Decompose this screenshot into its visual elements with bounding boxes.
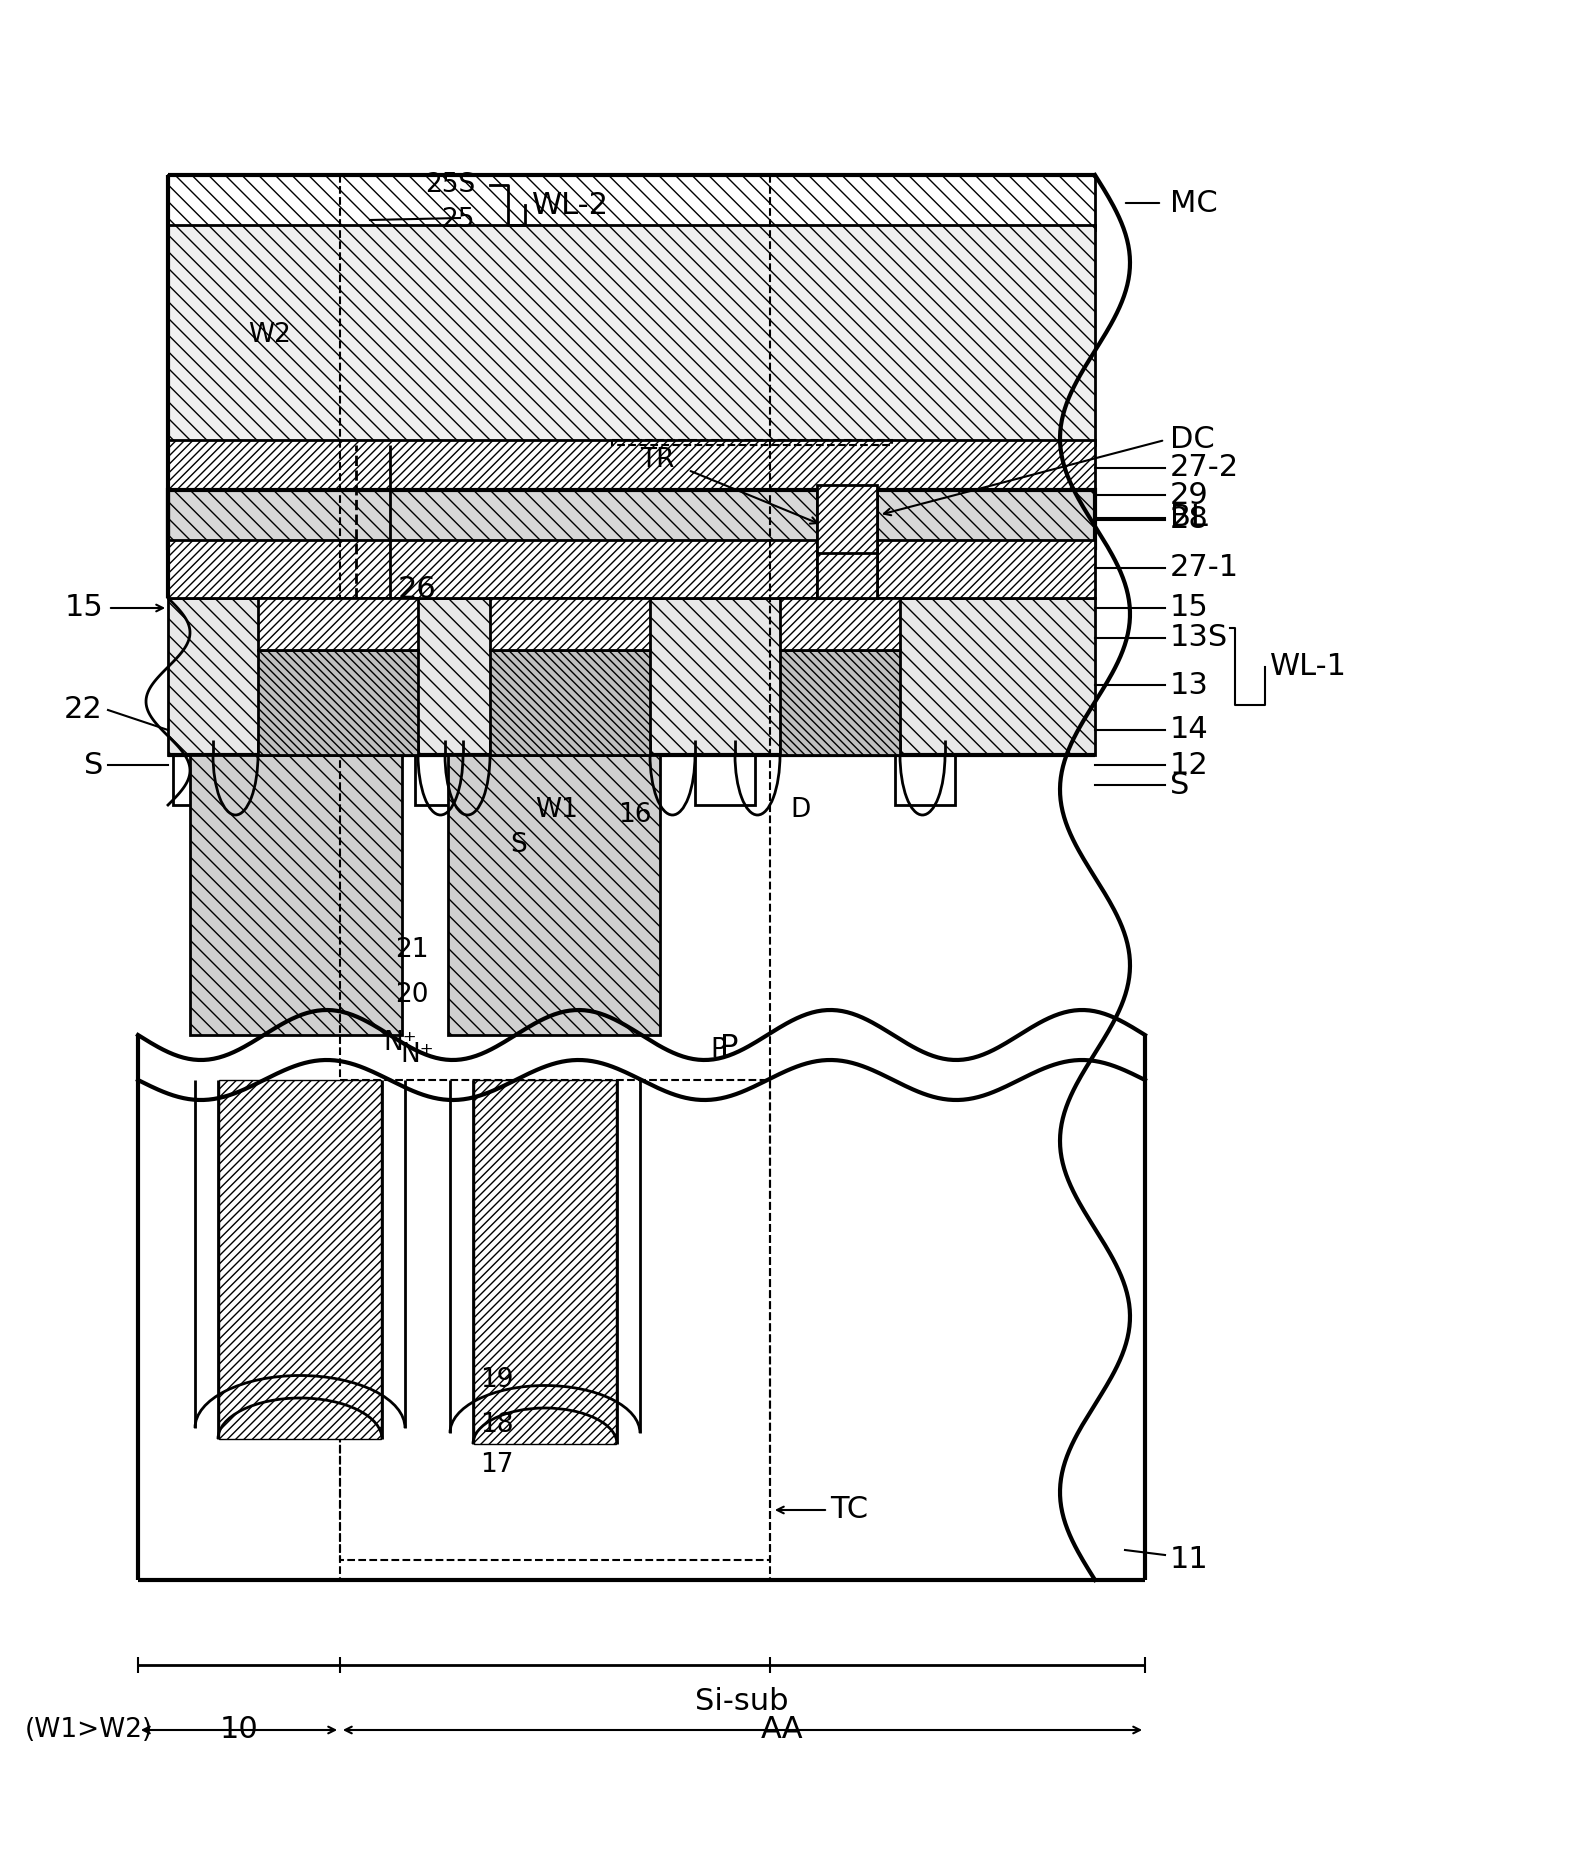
Bar [473, 1080, 615, 1444]
Text: 26: 26 [398, 575, 437, 605]
Bar [258, 650, 418, 755]
Bar [174, 755, 233, 805]
Text: TC: TC [830, 1496, 869, 1524]
Text: W1: W1 [536, 798, 579, 824]
Text: 27-1: 27-1 [1170, 553, 1239, 583]
Text: DC: DC [1170, 426, 1215, 454]
Text: 13S: 13S [1170, 624, 1229, 652]
Text: D: D [791, 798, 810, 824]
Text: S: S [83, 751, 104, 779]
Text: WL-2: WL-2 [532, 191, 609, 220]
Bar [167, 489, 1095, 547]
Bar [167, 598, 1095, 755]
Bar [894, 755, 955, 805]
Bar [489, 650, 650, 755]
Bar [190, 755, 402, 1035]
Bar [167, 224, 1095, 445]
Bar [414, 755, 475, 805]
Text: 15: 15 [64, 594, 104, 622]
Bar [167, 176, 1095, 230]
Text: N⁺: N⁺ [400, 1042, 434, 1068]
Text: Si-sub: Si-sub [695, 1687, 789, 1717]
Text: 12: 12 [1170, 751, 1208, 779]
Text: 29: 29 [1170, 480, 1208, 510]
Text: BL: BL [1170, 504, 1208, 532]
Text: 22: 22 [64, 695, 104, 725]
Bar [340, 1080, 770, 1560]
Text: AA: AA [760, 1715, 803, 1745]
Text: MC: MC [1170, 189, 1218, 217]
Text: 21: 21 [395, 938, 429, 964]
Text: 15: 15 [1170, 594, 1208, 622]
Bar [695, 755, 756, 805]
Bar [167, 441, 1095, 495]
Bar [612, 441, 893, 445]
Text: P: P [720, 1033, 738, 1063]
Bar [779, 650, 901, 755]
Text: 10: 10 [220, 1715, 258, 1745]
Text: 13: 13 [1170, 671, 1208, 699]
Text: TR: TR [641, 446, 674, 473]
Text: 25: 25 [442, 207, 475, 234]
Bar [818, 486, 877, 553]
Bar [779, 598, 901, 650]
Text: P: P [709, 1037, 725, 1063]
Text: 28: 28 [1170, 506, 1208, 534]
Text: 25S: 25S [424, 172, 475, 198]
Bar [167, 540, 1095, 598]
Text: 17: 17 [480, 1451, 513, 1478]
Text: S: S [510, 831, 526, 857]
Text: 18: 18 [480, 1412, 513, 1438]
Bar [818, 547, 877, 598]
Text: 14: 14 [1170, 715, 1208, 745]
Bar [218, 1080, 381, 1438]
Text: W2: W2 [249, 321, 290, 347]
Bar [258, 598, 418, 650]
Bar [448, 755, 660, 1035]
Text: 27-2: 27-2 [1170, 454, 1239, 482]
Text: 11: 11 [1170, 1545, 1208, 1575]
Text: 19: 19 [480, 1367, 513, 1394]
Text: WL-1: WL-1 [1270, 652, 1347, 682]
Text: N⁺: N⁺ [383, 1029, 416, 1055]
Text: S: S [1170, 770, 1189, 800]
Text: 16: 16 [618, 801, 652, 828]
Bar [489, 598, 650, 650]
Text: 20: 20 [395, 983, 429, 1009]
Text: (W1>W2): (W1>W2) [26, 1717, 153, 1743]
